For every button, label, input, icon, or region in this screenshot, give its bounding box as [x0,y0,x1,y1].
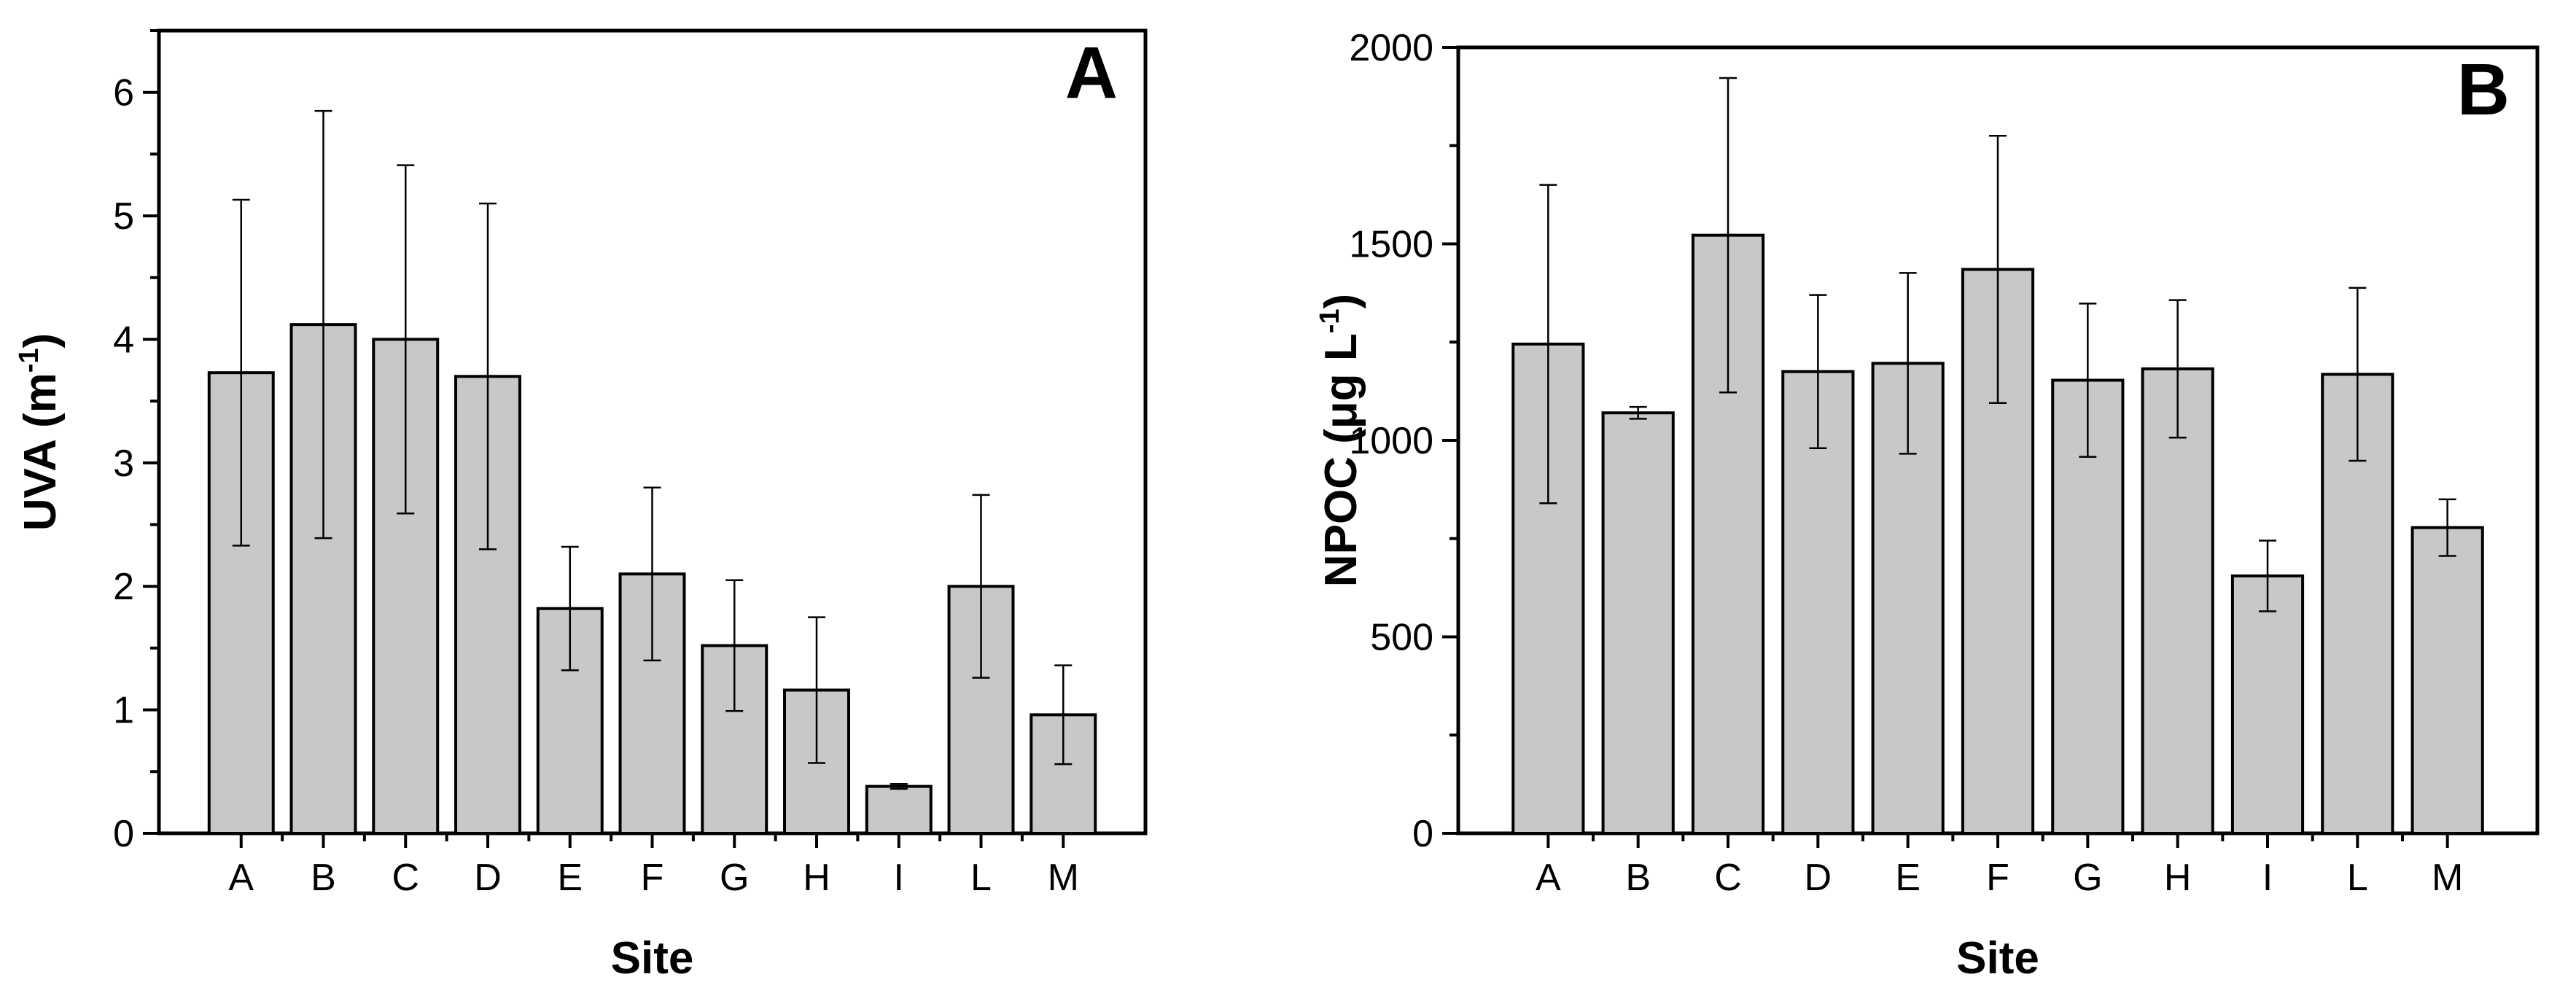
x-tick-label: F [1986,857,2009,899]
x-tick-label: D [474,857,502,899]
error-bar-d [479,202,497,550]
panel-uva: 0 1 2 3 4 5 6 A B C D E F G H I L M A Site UVA (m-1) [14,28,1148,984]
x-tick-label: G [2073,857,2102,899]
error-bar-a [1539,184,1557,505]
error-bar-e [561,545,579,671]
y-axis-title-main: UVA (m [15,373,66,531]
x-tick-label: C [392,857,419,899]
error-bar-m [2438,498,2456,557]
y-tick-label: 2 [113,566,134,608]
y-axis-title-end: ) [15,333,66,348]
y-axis-title: UVA (m-1) [14,333,66,531]
error-bar-f [1989,135,2007,405]
bar-i [865,784,933,835]
x-tick-label: F [641,857,664,899]
y-axis-title-end: ) [1316,294,1366,309]
x-tick-label: A [228,857,254,899]
y-tick-label: 1000 [1349,420,1433,462]
error-bar-g [725,579,744,712]
error-bar-c [1719,77,1737,394]
x-tick-label: B [1625,857,1651,899]
y-axis-title-main: NPOC (μg L [1316,333,1366,587]
x-tick-label: L [970,857,992,899]
x-tick-label: L [2347,857,2368,899]
x-tick-label: G [720,857,749,899]
x-tick-label: C [1714,857,1742,899]
y-tick-label: 5 [113,195,134,238]
x-tick-label: I [2262,857,2273,899]
y-axis-title-sup: -1 [14,348,44,373]
bar-m [2410,526,2484,836]
error-bar-g [2079,303,2097,458]
error-bar-f [643,486,661,662]
error-bar-h [2168,299,2187,439]
error-bar-i [2259,540,2276,612]
x-tick-label: M [1048,857,1079,899]
x-axis-title: Site [1956,933,2039,984]
bar-i [2230,574,2305,836]
y-tick-label: 0 [113,813,134,855]
error-bar-b [314,109,332,540]
y-axis-title: NPOC (μg L-1) [1315,294,1366,587]
error-bar-i [890,782,908,790]
y-axis-title-sup: -1 [1315,308,1345,333]
x-tick-label: H [2164,857,2192,899]
error-bar-m [1054,664,1073,766]
y-tick-label: 1 [113,690,134,732]
y-tick-label: 500 [1370,617,1433,659]
x-tick-label: D [1805,857,1832,899]
x-tick-label: M [2432,857,2463,899]
y-tick-label: 1500 [1349,224,1433,266]
error-bar-b [1629,405,1647,420]
error-bar-e [1899,272,1917,455]
x-tick-label: E [557,857,583,899]
bar-b [1601,411,1675,835]
y-tick-label: 3 [113,443,134,485]
panel-npoc: 0 500 1000 1500 2000 A B C D E F G H I L M B Site NPOC (μg… [1315,27,2540,984]
error-bar-d [1809,294,1827,450]
error-bar-a [232,198,250,547]
x-tick-label: B [311,857,336,899]
y-tick-label: 2000 [1349,27,1433,69]
x-tick-label: A [1536,857,1561,899]
x-tick-label: E [1895,857,1921,899]
x-tick-label: I [894,857,904,899]
x-axis-title: Site [611,933,694,984]
error-bar-c [397,164,415,515]
x-tick-label: H [803,857,830,899]
panel-letter: B [2457,49,2510,131]
y-tick-label: 6 [113,72,134,114]
error-bar-l [2349,287,2367,462]
error-bar-l [972,494,990,679]
error-bar-h [808,616,825,764]
y-tick-label: 4 [113,319,134,361]
y-tick-label: 0 [1412,813,1433,855]
panel-letter: A [1065,32,1118,114]
